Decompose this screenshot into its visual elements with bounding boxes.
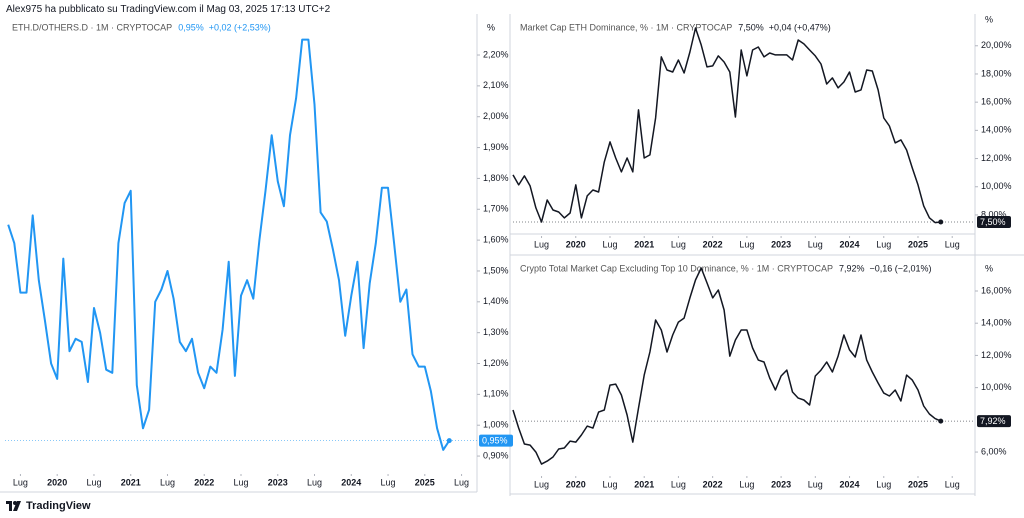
header: Alex975 ha pubblicato su TradingView.com… [6,4,331,15]
x-tick-label: Lug [808,239,823,249]
y-tick-label: 16,00% [981,285,1012,295]
last-value-label: 0,95% [482,436,508,446]
last-value-label: 7,50% [980,217,1006,227]
y-tick-label: 1,90% [483,142,509,152]
x-tick-label: 2023 [268,477,288,487]
x-tick-label: 2024 [840,239,860,249]
logo [6,501,21,511]
chart-title: Market Cap ETH Dominance, % · 1M · CRYPT… [520,22,732,32]
x-tick-label: Lug [739,239,754,249]
x-tick-label: Lug [876,479,891,489]
charts: ETH.D/OTHERS.D · 1M · CRYPTOCAP 0,95% +0,… [0,14,1024,496]
y-tick-label: 1,70% [483,204,509,214]
y-axis-unit: % [487,22,495,32]
last-value-label: 7,92% [980,416,1006,426]
last-value-badge [977,215,1011,228]
y-tick-label: 12,00% [981,350,1012,360]
x-tick-label: 2021 [121,477,141,487]
y-tick-label: 1,00% [483,420,509,430]
y-tick-label: 1,60% [483,234,509,244]
y-tick-label: 12,00% [981,153,1012,163]
y-tick-label: 10,00% [981,181,1012,191]
x-tick-label: 2023 [771,479,791,489]
x-tick-label: Lug [160,477,175,487]
legend-values: 7,50% +0,04 (+0,47%) [738,22,831,32]
y-tick-label: 1,20% [483,358,509,368]
x-tick-label: 2020 [566,479,586,489]
y-tick-label: 6,00% [981,446,1007,456]
y-axis-unit: % [985,14,993,24]
x-tick-label: 2021 [634,239,654,249]
x-tick-label: Lug [381,477,396,487]
x-tick-label: Lug [602,479,617,489]
y-tick-label: 1,10% [483,389,509,399]
last-point [446,438,452,444]
last-point [938,219,944,225]
y-tick-label: 2,20% [483,49,509,59]
y-axis-unit: % [985,263,993,273]
y-tick-label: 0,90% [483,450,509,460]
x-tick-label: 2020 [47,477,67,487]
x-tick-label: 2022 [194,477,214,487]
footer-brand: TradingView [26,500,91,512]
x-tick-label: 2024 [341,477,361,487]
x-tick-label: Lug [876,239,891,249]
x-tick-label: 2025 [908,239,928,249]
y-tick-label: 2,00% [483,111,509,121]
x-tick-label: 2025 [908,479,928,489]
x-tick-label: Lug [534,239,549,249]
y-tick-label: 20,00% [981,40,1012,50]
legend-values: 0,95% +0,02 (+2,53%) [178,22,271,32]
y-tick-label: 16,00% [981,97,1012,107]
x-tick-label: 2022 [703,239,723,249]
x-tick-label: Lug [945,479,960,489]
chart-title: ETH.D/OTHERS.D · 1M · CRYPTOCAP [12,22,172,32]
x-tick-label: Lug [13,477,28,487]
y-tick-label: 1,80% [483,173,509,183]
x-tick-label: 2022 [703,479,723,489]
chart-title: Crypto Total Market Cap Excluding Top 10… [520,263,833,273]
x-tick-label: Lug [739,479,754,489]
y-tick-label: 18,00% [981,68,1012,78]
x-tick-label: Lug [808,479,823,489]
data-line [512,267,942,465]
data-line [512,27,941,224]
x-tick-label: Lug [534,479,549,489]
x-tick-label: 2025 [415,477,435,487]
y-tick-label: 10,00% [981,382,1012,392]
x-tick-label: Lug [86,477,101,487]
x-tick-label: 2023 [771,239,791,249]
data-line [7,38,451,451]
x-tick-label: 2021 [634,479,654,489]
x-tick-label: Lug [307,477,322,487]
x-tick-label: Lug [454,477,469,487]
y-tick-label: 14,00% [981,318,1012,328]
last-point [938,418,944,424]
y-tick-label: 1,40% [483,296,509,306]
y-tick-label: 1,30% [483,327,509,337]
y-tick-label: 14,00% [981,125,1012,135]
x-tick-label: Lug [945,239,960,249]
last-value-badge [977,415,1011,428]
x-tick-label: 2024 [840,479,860,489]
x-tick-label: Lug [671,239,686,249]
x-tick-label: Lug [671,479,686,489]
y-tick-label: 1,50% [483,265,509,275]
legend-values: 7,92% −0,16 (−2,01%) [839,263,932,273]
x-tick-label: 2020 [566,239,586,249]
last-value-badge [479,434,513,447]
y-tick-label: 2,10% [483,80,509,90]
x-tick-label: Lug [602,239,617,249]
y-tick-label: 8,00% [981,209,1007,219]
x-tick-label: Lug [233,477,248,487]
footer: TradingView [6,500,91,512]
